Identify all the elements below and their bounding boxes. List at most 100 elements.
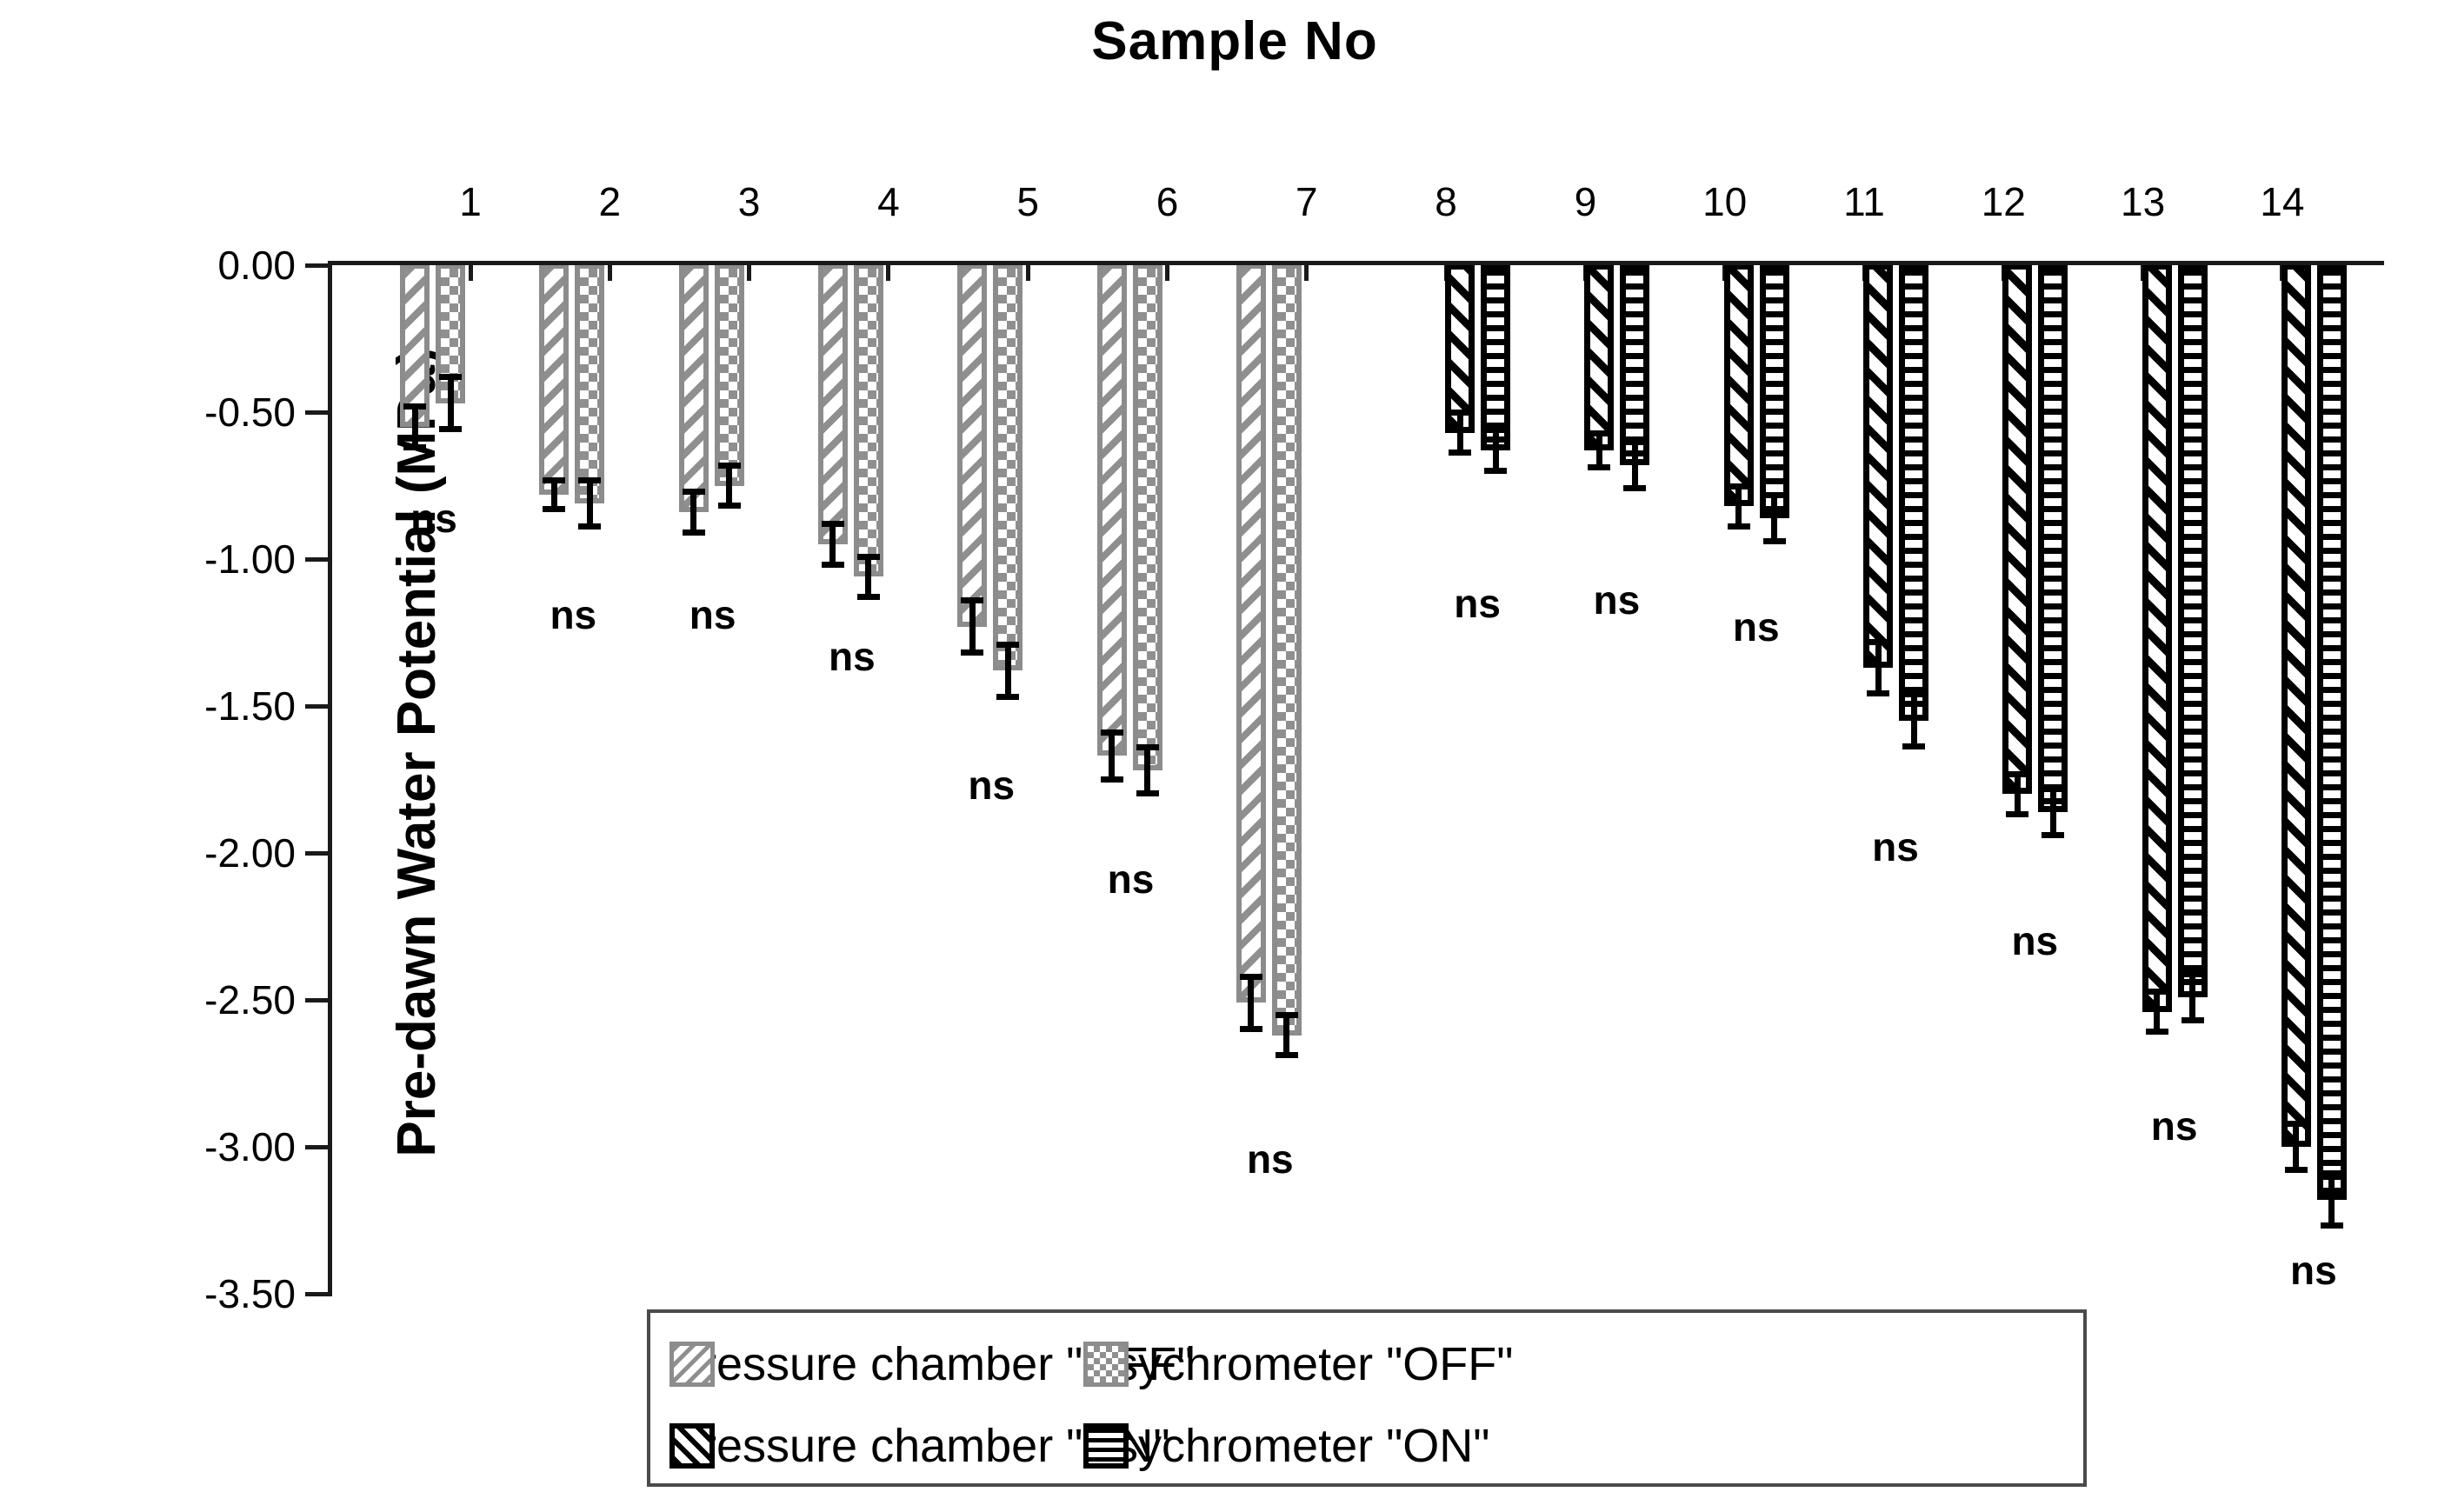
bar-diagonal-gray-hatch xyxy=(400,263,430,427)
error-bar xyxy=(690,491,697,533)
error-bar xyxy=(2293,1122,2300,1171)
error-bar xyxy=(1283,1014,1290,1056)
error-bar xyxy=(550,479,557,510)
y-axis-tick xyxy=(305,850,328,856)
horizontal-black-lines-swatch-icon xyxy=(1083,1423,1129,1469)
legend: Pressure chamber "OFF" Psychrometer "OFF… xyxy=(647,1309,2087,1487)
y-axis-line xyxy=(328,263,332,1296)
error-bar-cap-top xyxy=(2145,988,2168,995)
error-bar-cap-bottom xyxy=(996,693,1020,700)
bar-checkerboard-gray xyxy=(575,263,605,503)
error-bar-cap-top xyxy=(961,597,984,604)
y-axis-tick-label: -3.50 xyxy=(204,1271,296,1316)
y-axis-tick xyxy=(305,556,328,562)
error-bar-cap-bottom xyxy=(821,561,844,568)
ns-annotation: ns xyxy=(2150,1103,2198,1149)
bar-horizontal-black-lines xyxy=(2177,263,2208,997)
y-axis-tick xyxy=(305,1291,328,1296)
error-bar-cap-top xyxy=(1275,1011,1298,1018)
ns-annotation: ns xyxy=(1593,577,1641,623)
error-bar xyxy=(2014,773,2021,816)
error-bar xyxy=(1144,747,1150,795)
y-axis-tick-label: -3.00 xyxy=(204,1124,296,1169)
ns-annotation: ns xyxy=(829,633,876,679)
error-bar-cap-bottom xyxy=(961,649,984,656)
y-axis-title: Pre-dawn Water Potential (MPa) xyxy=(387,347,448,1157)
x-axis-tick xyxy=(607,263,612,281)
chart-title: Sample No xyxy=(1091,11,1378,71)
y-axis-tick xyxy=(305,997,328,1002)
error-bar-cap-bottom xyxy=(1762,537,1786,544)
y-axis-tick-label: -1.00 xyxy=(204,536,296,582)
error-bar-cap-top xyxy=(1902,691,1925,698)
bar-diagonal-black-hatch xyxy=(2002,263,2033,795)
error-bar xyxy=(969,600,976,654)
error-bar-cap-bottom xyxy=(1484,467,1508,474)
error-bar xyxy=(1771,494,1778,542)
bar-diagonal-gray-hatch xyxy=(1236,263,1266,1003)
x-category-label: 2 xyxy=(598,179,622,224)
ns-annotation: ns xyxy=(2290,1247,2337,1293)
error-bar-cap-top xyxy=(856,553,880,560)
x-category-label: 12 xyxy=(1981,179,2026,224)
ns-annotation: ns xyxy=(410,495,457,541)
error-bar-cap-top xyxy=(1449,410,1472,416)
error-bar-cap-top xyxy=(682,489,705,496)
error-bar-cap-bottom xyxy=(1100,776,1123,783)
bar-checkerboard-gray xyxy=(853,263,883,577)
error-bar-cap-bottom xyxy=(1239,1025,1262,1032)
ns-annotation: ns xyxy=(550,592,597,638)
diagonal-black-hatch-swatch-icon xyxy=(669,1423,715,1469)
bar-diagonal-gray-hatch xyxy=(539,263,570,495)
error-bar-cap-bottom xyxy=(1623,484,1647,491)
error-bar-cap-top xyxy=(1484,427,1508,434)
bar-horizontal-black-lines xyxy=(1481,263,1511,450)
error-bar-cap-bottom xyxy=(717,503,741,510)
error-bar-cap-bottom xyxy=(1136,790,1159,797)
y-axis-tick-label: -2.00 xyxy=(204,830,296,876)
bar-checkerboard-gray xyxy=(714,263,744,486)
error-bar-cap-top xyxy=(1588,430,1611,436)
error-bar-cap-bottom xyxy=(403,443,426,450)
error-bar-cap-top xyxy=(1136,744,1159,751)
error-bar xyxy=(1910,694,1917,748)
error-bar xyxy=(1456,412,1463,454)
bar-checkerboard-gray xyxy=(993,263,1023,671)
ns-annotation: ns xyxy=(1246,1136,1294,1182)
bar-horizontal-black-lines xyxy=(2038,263,2068,812)
checkerboard-gray-swatch-icon xyxy=(1083,1342,1129,1387)
error-bar-cap-top xyxy=(2284,1120,2308,1127)
bar-diagonal-gray-hatch xyxy=(1096,263,1127,756)
bar-horizontal-black-lines xyxy=(1899,263,1928,721)
x-category-label: 3 xyxy=(737,179,761,224)
error-bar xyxy=(726,464,733,507)
bar-horizontal-black-lines xyxy=(2316,263,2347,1200)
bar-checkerboard-gray xyxy=(436,263,465,403)
legend-label: Psychrometer "OFF" xyxy=(1083,1338,1514,1390)
x-category-label: 13 xyxy=(2121,179,2166,224)
x-category-label: 10 xyxy=(1702,179,1748,224)
error-bar-cap-bottom xyxy=(2042,831,2065,838)
error-bar-cap-top xyxy=(2181,970,2204,977)
x-category-label: 9 xyxy=(1574,179,1597,224)
x-category-label: 4 xyxy=(877,179,900,224)
error-bar xyxy=(1109,732,1115,780)
error-bar xyxy=(2189,973,2196,1021)
x-category-label: 5 xyxy=(1016,179,1039,224)
error-bar-cap-bottom xyxy=(682,529,705,536)
error-bar-cap-bottom xyxy=(2006,811,2029,818)
x-category-label: 8 xyxy=(1435,179,1457,224)
x-category-label: 7 xyxy=(1296,179,1318,224)
x-category-label: 1 xyxy=(459,179,482,224)
legend-label: Psychrometer "ON" xyxy=(1083,1420,1490,1472)
error-bar-cap-top xyxy=(1727,483,1750,490)
error-bar-cap-top xyxy=(543,476,566,483)
y-axis-tick xyxy=(305,263,328,268)
error-bar-cap-bottom xyxy=(1727,523,1750,530)
bar-diagonal-gray-hatch xyxy=(957,263,988,627)
y-axis-tick xyxy=(305,1144,328,1149)
error-bar-cap-top xyxy=(2320,1170,2343,1177)
error-bar-cap-bottom xyxy=(439,426,462,433)
error-bar-cap-bottom xyxy=(2145,1029,2168,1036)
